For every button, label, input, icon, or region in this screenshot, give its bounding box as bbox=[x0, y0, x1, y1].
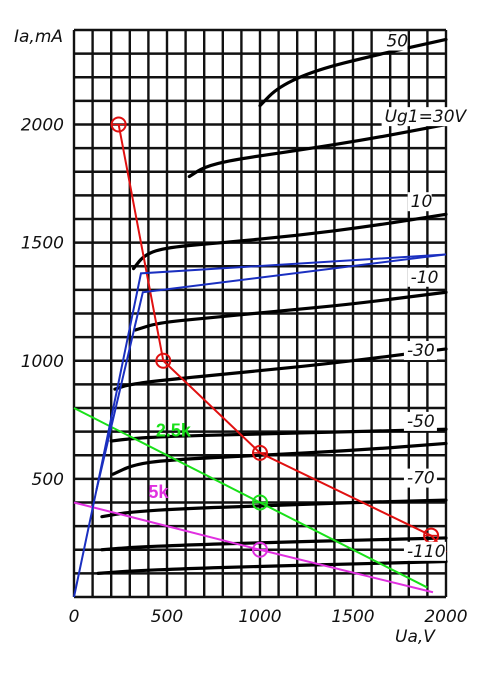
y-tick-label: 2000 bbox=[21, 116, 64, 136]
anode-curve bbox=[113, 347, 448, 391]
y-tick-label: 1500 bbox=[21, 234, 64, 254]
load-lines bbox=[73, 116, 447, 598]
anode-curve bbox=[100, 498, 448, 519]
x-tick-label: 0 bbox=[69, 607, 80, 627]
axes: 0 500 1000 1500 2000 500 1000 1500 2000 bbox=[21, 116, 468, 628]
load-line bbox=[73, 253, 447, 598]
curve-label: -50 bbox=[407, 412, 435, 432]
curve-label-bg bbox=[403, 541, 446, 561]
x-axis-title: Ua,V bbox=[395, 627, 436, 647]
curve-label: -70 bbox=[407, 469, 435, 489]
curve-label: -30 bbox=[407, 341, 435, 361]
curve-label: -110 bbox=[407, 542, 446, 562]
curve-label-bg bbox=[403, 468, 437, 488]
x-tick-label: 1500 bbox=[331, 607, 374, 627]
y-axis-title: Ia,mA bbox=[14, 27, 63, 47]
anode-curve bbox=[111, 441, 448, 476]
anode-curve bbox=[258, 37, 448, 108]
curve-label: Ug1=30V bbox=[385, 107, 468, 127]
x-tick-label: 500 bbox=[151, 607, 183, 627]
anode-curve bbox=[131, 212, 448, 271]
curve-label: 10 bbox=[411, 192, 433, 212]
curve-label-bg bbox=[381, 107, 451, 127]
anode-curve bbox=[187, 122, 448, 179]
anode-curve bbox=[96, 559, 448, 575]
anode-curve bbox=[100, 536, 448, 552]
y-tick-label: 500 bbox=[32, 470, 64, 490]
x-tick-label: 2000 bbox=[424, 607, 467, 627]
anode-curves bbox=[96, 37, 448, 575]
curve-label: 50 bbox=[386, 32, 408, 52]
anode-curve bbox=[133, 290, 448, 332]
curve-label: -10 bbox=[411, 268, 439, 288]
load-line bbox=[95, 253, 447, 491]
anode-curve bbox=[109, 427, 448, 443]
y-tick-label: 1000 bbox=[21, 352, 64, 372]
curve-label-bg bbox=[403, 411, 437, 431]
curve-label-bg bbox=[403, 341, 437, 361]
labels: 50 Ug1=30V 10 -10 -30 -50 -70 -110 2.5k 5k bbox=[148, 32, 467, 562]
load-line-label: 5k bbox=[148, 482, 169, 502]
load-line-label: 2.5k bbox=[156, 420, 192, 440]
x-tick-label: 1000 bbox=[238, 607, 281, 627]
curve-label-bg bbox=[407, 192, 432, 212]
curve-label-bg bbox=[383, 31, 408, 51]
curve-label-bg bbox=[407, 267, 441, 287]
